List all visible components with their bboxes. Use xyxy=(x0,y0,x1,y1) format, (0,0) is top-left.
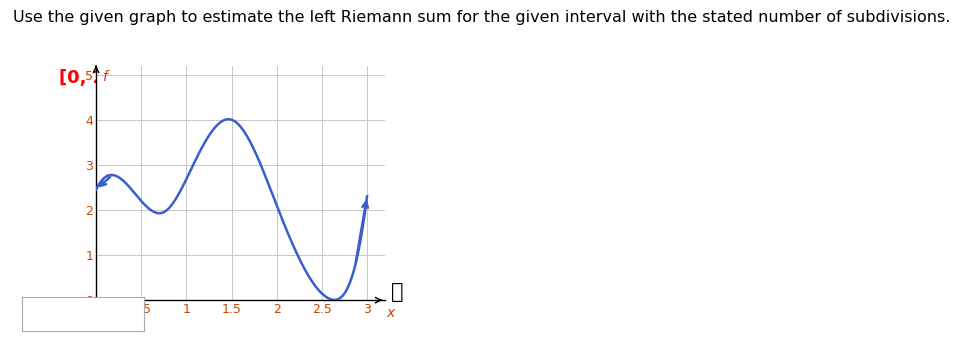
Text: x: x xyxy=(386,306,394,320)
Text: ⓘ: ⓘ xyxy=(391,282,403,302)
Text: = 4: = 4 xyxy=(144,69,184,87)
Text: ,: , xyxy=(116,69,127,87)
Text: f: f xyxy=(102,70,107,84)
Text: [0, 2]: [0, 2] xyxy=(59,69,113,87)
Text: n: n xyxy=(131,69,143,87)
Text: Use the given graph to estimate the left Riemann sum for the given interval with: Use the given graph to estimate the left… xyxy=(13,10,951,25)
